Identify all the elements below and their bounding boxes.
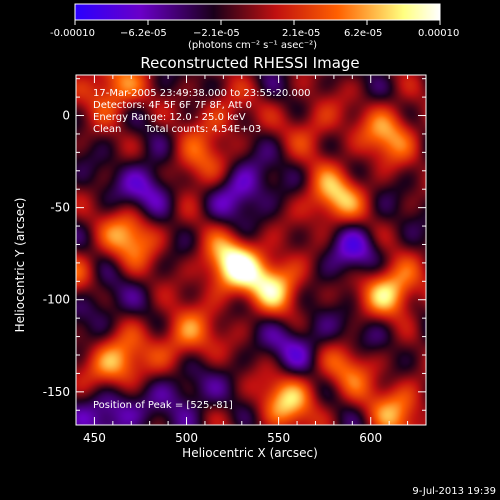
heatmap-container <box>76 75 426 425</box>
colorbar <box>74 3 441 21</box>
colorbar-unit-label: (photons cm⁻² s⁻¹ asec⁻²) <box>188 40 317 51</box>
y-axis-label: Heliocentric Y (arcsec) <box>13 198 27 333</box>
x-tick-label: 600 <box>359 431 382 445</box>
y-tick-label: -150 <box>43 385 70 399</box>
colorbar-tick-label: 0.00010 <box>418 28 459 39</box>
axes: 450 500 550 600 0 -50 -100 -150 <box>43 75 427 445</box>
x-axis-label: Heliocentric X (arcsec) <box>182 446 318 460</box>
y-tick-label: 0 <box>62 109 70 123</box>
annotation-peak-position: Position of Peak = [525,-81] <box>93 400 233 411</box>
plot-frame <box>75 74 427 426</box>
heatmap-image <box>76 75 426 425</box>
chart-title: Reconstructed RHESSI Image <box>140 54 359 72</box>
colorbar-tick-label: 2.1e-05 <box>282 28 320 39</box>
annotation-detectors: Detectors: 4F 5F 6F 7F 8F, Att 0 <box>93 100 252 111</box>
annotation-total-counts: Total counts: 4.54E+03 <box>144 124 261 135</box>
colorbar-tick-label: -0.00010 <box>50 28 95 39</box>
footer-timestamp: 9-Jul-2013 19:39 <box>412 486 496 497</box>
annotation-algorithm: Clean <box>93 124 121 135</box>
colorbar-tick-label: 6.2e-05 <box>344 28 382 39</box>
y-tick-label: -50 <box>50 201 70 215</box>
colorbar-tick-label: −2.1e-05 <box>193 28 240 39</box>
x-tick-label: 450 <box>83 431 106 445</box>
annotation-time-range: 17-Mar-2005 23:49:38.000 to 23:55:20.000 <box>93 88 311 99</box>
colorbar-ticks <box>74 20 441 25</box>
x-tick-label: 500 <box>175 431 198 445</box>
y-tick-label: -100 <box>43 293 70 307</box>
annotation-energy-range: Energy Range: 12.0 - 25.0 keV <box>93 112 246 123</box>
x-tick-label: 550 <box>267 431 290 445</box>
colorbar-tick-label: −6.2e-05 <box>120 28 167 39</box>
